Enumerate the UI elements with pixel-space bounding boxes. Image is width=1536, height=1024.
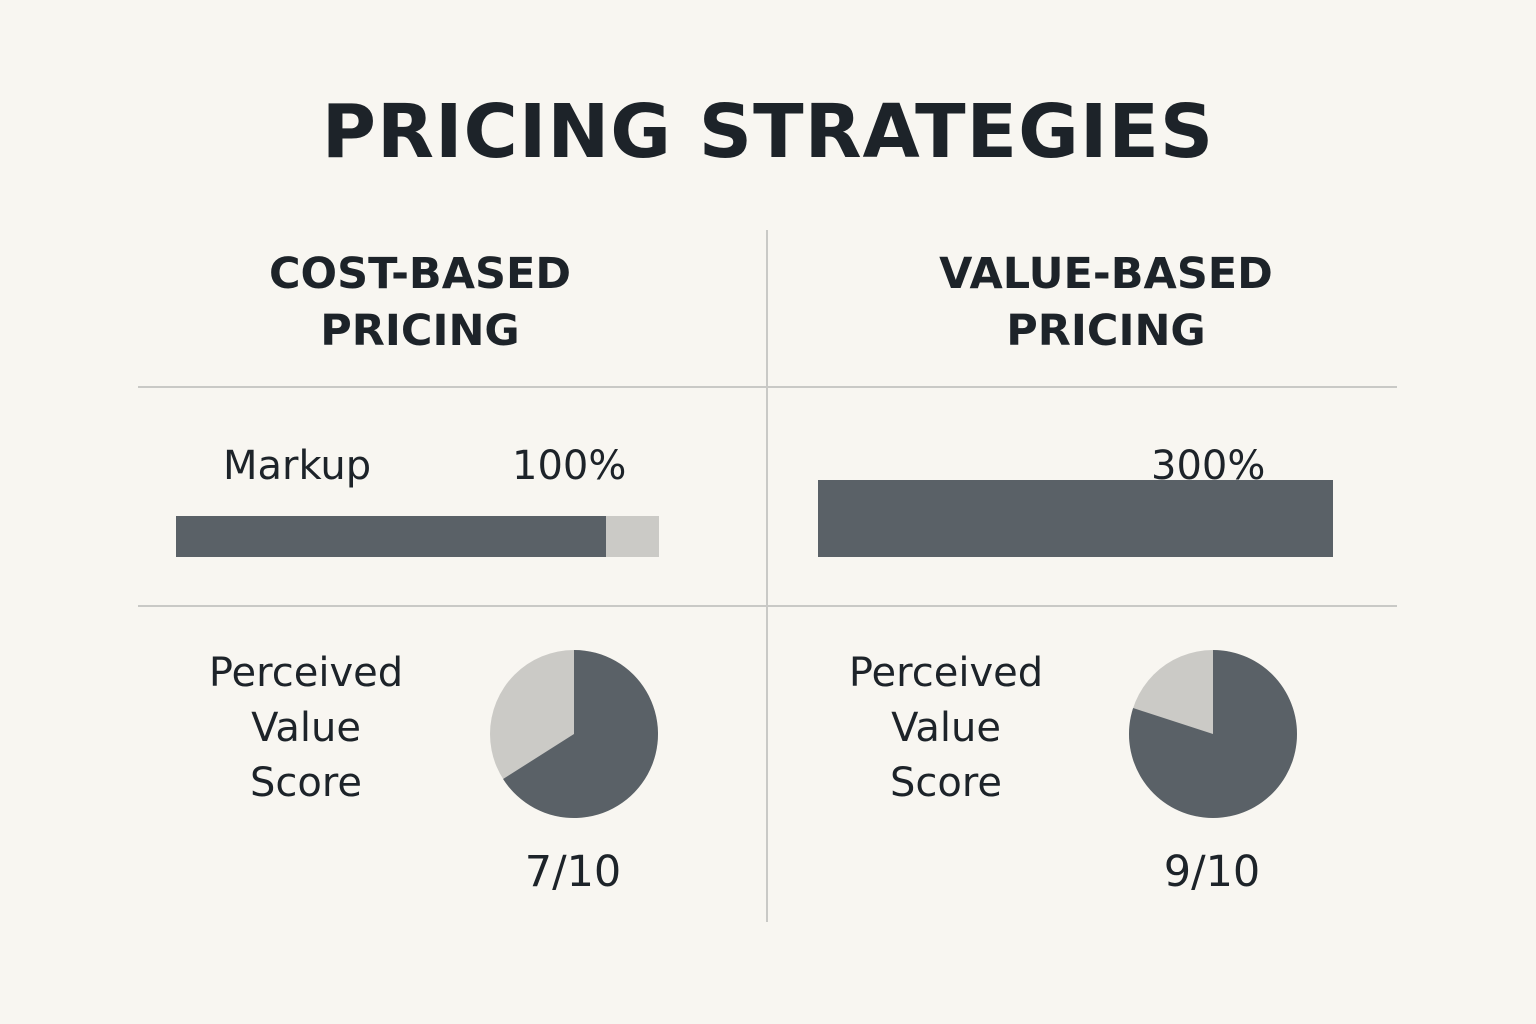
column-divider bbox=[766, 230, 768, 922]
cost-based-heading-line-2: PRICING bbox=[320, 306, 520, 356]
score-label-line-1: Perceived bbox=[848, 650, 1044, 696]
value-based-heading: VALUE-BASED PRICING bbox=[846, 246, 1366, 360]
score-label-line-2: Value bbox=[891, 705, 1001, 751]
row-divider-bottom bbox=[138, 605, 1397, 607]
main-title: PRICING STRATEGIES bbox=[321, 89, 1215, 175]
value-based-score-label: Perceived Value Score bbox=[816, 646, 1076, 811]
cost-based-score-label: Perceived Value Score bbox=[176, 646, 436, 811]
value-based-markup-bar-track bbox=[818, 480, 1333, 557]
value-based-heading-line-1: VALUE-BASED bbox=[939, 249, 1273, 299]
cost-based-score-value: 7/10 bbox=[524, 847, 622, 897]
pie-score-slice bbox=[503, 650, 659, 818]
cost-based-markup-bar-track bbox=[176, 516, 659, 557]
value-based-markup-bar bbox=[818, 480, 1333, 557]
cost-based-markup-bar bbox=[176, 516, 606, 557]
markup-label: Markup bbox=[223, 443, 372, 489]
cost-based-heading-line-1: COST-BASED bbox=[268, 249, 572, 299]
score-label-line-2: Value bbox=[251, 705, 361, 751]
row-divider-top bbox=[138, 386, 1397, 388]
value-based-score-value: 9/10 bbox=[1163, 847, 1261, 897]
cost-based-markup-value: 100% bbox=[512, 443, 627, 489]
cost-based-heading: COST-BASED PRICING bbox=[160, 246, 680, 360]
cost-based-score-pie bbox=[490, 650, 659, 818]
value-based-markup-value: 300% bbox=[1151, 443, 1266, 489]
score-label-line-3: Score bbox=[889, 760, 1003, 806]
value-based-score-pie bbox=[1128, 650, 1297, 818]
pie-score-slice bbox=[1128, 650, 1297, 818]
score-label-line-1: Perceived bbox=[208, 650, 404, 696]
score-label-line-3: Score bbox=[249, 760, 363, 806]
value-based-heading-line-2: PRICING bbox=[1006, 306, 1206, 356]
